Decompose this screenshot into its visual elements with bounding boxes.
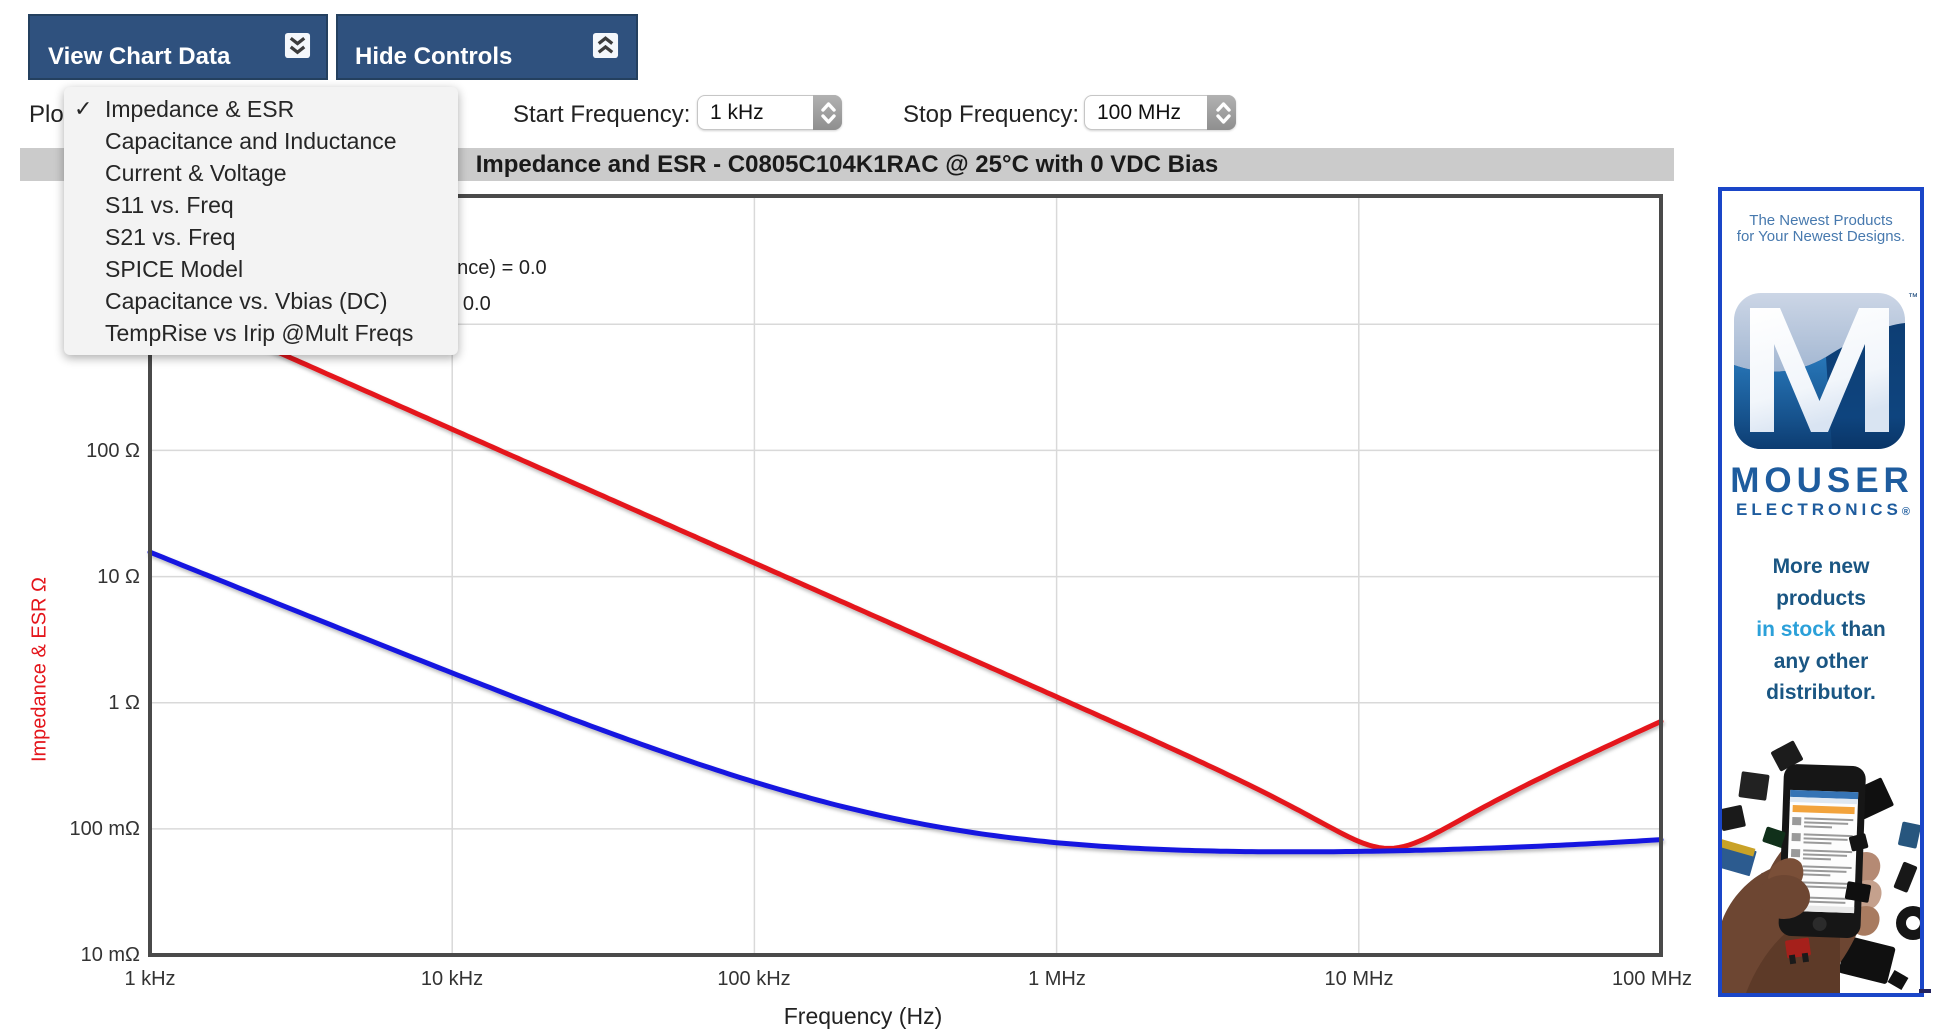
svg-text:™: ™ [1908,292,1918,303]
